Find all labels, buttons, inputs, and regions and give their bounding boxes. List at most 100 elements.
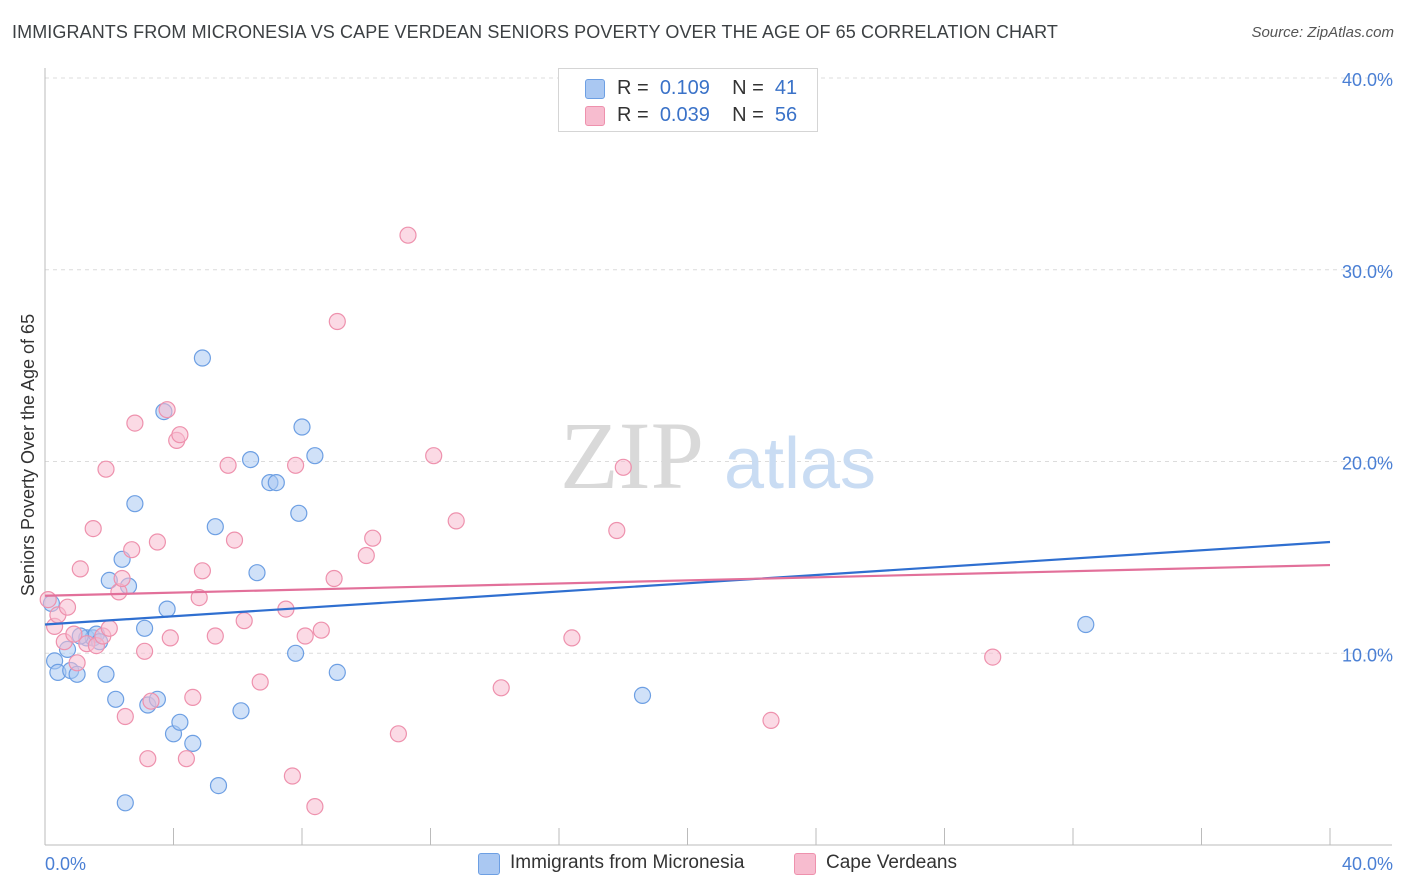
point-cape-verdeans xyxy=(608,521,626,540)
point-cape-verdeans xyxy=(193,562,211,580)
point-cape-verdeans xyxy=(148,533,166,551)
point-micronesia xyxy=(136,619,154,637)
point-cape-verdeans xyxy=(399,226,417,244)
point-micronesia xyxy=(1077,615,1095,634)
point-cape-verdeans xyxy=(389,725,407,743)
point-micronesia xyxy=(158,600,176,618)
point-micronesia xyxy=(193,349,211,367)
point-micronesia xyxy=(267,474,285,492)
point-cape-verdeans xyxy=(235,612,253,630)
axes xyxy=(44,68,1392,846)
point-cape-verdeans xyxy=(425,447,443,465)
point-micronesia xyxy=(126,495,144,513)
tick-labels: 10.0% 20.0% 30.0% 40.0% 0.0% 40.0% xyxy=(45,70,1393,874)
point-micronesia xyxy=(206,518,224,536)
point-cape-verdeans xyxy=(100,619,118,637)
source-label: Source: ZipAtlas.com xyxy=(1251,24,1394,41)
legend-r-value: 0.039 xyxy=(659,104,710,126)
trend-line-cape-verdeans xyxy=(44,563,1331,597)
point-cape-verdeans xyxy=(139,750,157,768)
point-cape-verdeans xyxy=(58,598,77,616)
legend-n-label: N = xyxy=(732,77,764,99)
point-micronesia xyxy=(209,776,228,795)
point-cape-verdeans xyxy=(306,797,324,816)
point-micronesia xyxy=(287,644,305,662)
point-cape-verdeans xyxy=(219,456,237,474)
point-cape-verdeans xyxy=(158,401,176,419)
legend-swatch-cape-verdeans xyxy=(585,106,605,126)
point-cape-verdeans xyxy=(287,456,305,474)
data-points xyxy=(39,226,1095,816)
legend-n-value: 41 xyxy=(774,77,798,99)
point-cape-verdeans xyxy=(171,426,189,444)
bottom-legend-swatch xyxy=(478,853,500,875)
point-micronesia xyxy=(242,451,260,469)
point-cape-verdeans xyxy=(113,569,131,588)
point-cape-verdeans xyxy=(762,711,780,730)
point-cape-verdeans xyxy=(126,414,144,432)
point-micronesia xyxy=(232,702,250,720)
point-cape-verdeans xyxy=(447,512,465,530)
point-cape-verdeans xyxy=(328,312,346,331)
point-cape-verdeans xyxy=(39,590,57,609)
point-cape-verdeans xyxy=(563,629,581,647)
legend-r-label: R = xyxy=(617,77,649,99)
x-tick-label: 40.0% xyxy=(1342,854,1393,874)
legend-r-value: 0.109 xyxy=(659,77,710,99)
bottom-legend-swatch xyxy=(794,853,816,875)
point-cape-verdeans xyxy=(177,750,195,768)
point-cape-verdeans xyxy=(65,625,83,643)
point-cape-verdeans xyxy=(97,460,115,478)
y-tick-label: 10.0% xyxy=(1342,645,1393,665)
point-micronesia xyxy=(633,686,652,705)
bottom-legend-label: Immigrants from Micronesia xyxy=(510,852,745,873)
point-cape-verdeans xyxy=(136,642,154,660)
point-cape-verdeans xyxy=(206,627,224,645)
point-micronesia xyxy=(293,418,311,436)
point-cape-verdeans xyxy=(68,654,86,672)
point-cape-verdeans xyxy=(84,519,102,538)
point-micronesia xyxy=(290,504,308,522)
point-cape-verdeans xyxy=(161,629,179,647)
y-tick-label: 20.0% xyxy=(1342,454,1393,474)
chart-title: IMMIGRANTS FROM MICRONESIA VS CAPE VERDE… xyxy=(12,22,1059,42)
point-micronesia xyxy=(184,734,202,753)
point-cape-verdeans xyxy=(325,569,343,588)
point-micronesia xyxy=(306,447,324,465)
point-cape-verdeans xyxy=(225,531,244,549)
y-tick-label: 30.0% xyxy=(1342,262,1393,282)
stats-legend: R = 0.109 N = 41 R = 0.039 N = 56 xyxy=(558,68,818,132)
point-micronesia xyxy=(97,665,115,683)
bottom-legend-label: Cape Verdeans xyxy=(826,852,957,873)
point-cape-verdeans xyxy=(312,621,330,639)
point-micronesia xyxy=(328,663,346,682)
trend-lines xyxy=(44,540,1331,626)
point-micronesia xyxy=(116,794,134,812)
point-cape-verdeans xyxy=(984,648,1002,666)
point-micronesia xyxy=(248,564,266,582)
point-cape-verdeans xyxy=(251,673,269,691)
point-cape-verdeans xyxy=(492,679,510,697)
watermark-atlas: atlas xyxy=(724,424,876,504)
point-cape-verdeans xyxy=(614,458,632,476)
legend-n-value: 56 xyxy=(774,104,798,126)
watermark: ZIP atlas xyxy=(560,402,876,509)
y-axis-label: Seniors Poverty Over the Age of 65 xyxy=(18,314,38,596)
point-cape-verdeans xyxy=(283,767,301,785)
point-cape-verdeans xyxy=(364,529,382,547)
watermark-zip: ZIP xyxy=(560,402,704,509)
legend-swatch-micronesia xyxy=(585,79,605,99)
legend-n-label: N = xyxy=(732,104,764,126)
point-cape-verdeans xyxy=(184,688,202,707)
point-cape-verdeans xyxy=(190,588,208,607)
grid-lines xyxy=(45,77,1392,654)
point-cape-verdeans xyxy=(357,546,375,565)
point-micronesia xyxy=(171,713,189,731)
point-micronesia xyxy=(107,690,125,708)
legend-r-label: R = xyxy=(617,104,649,126)
point-cape-verdeans xyxy=(116,707,134,726)
trend-line-micronesia xyxy=(44,540,1331,626)
y-tick-label: 40.0% xyxy=(1342,70,1393,90)
point-cape-verdeans xyxy=(123,541,141,559)
